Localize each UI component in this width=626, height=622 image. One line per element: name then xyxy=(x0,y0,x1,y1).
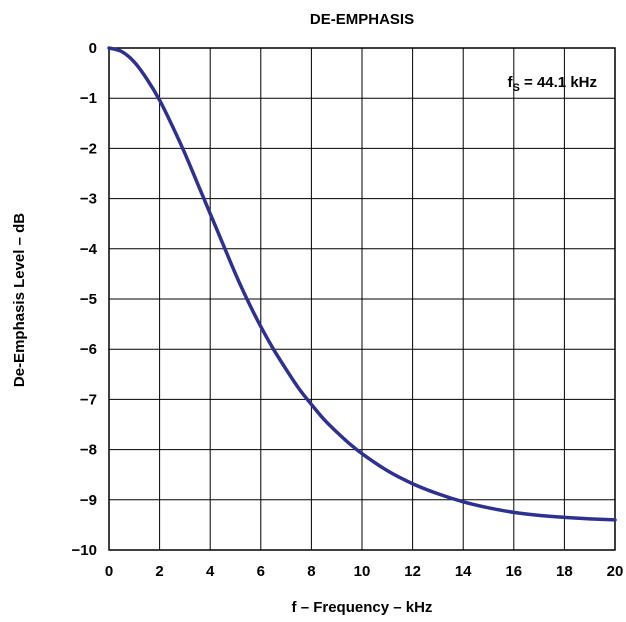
x-tick-label: 16 xyxy=(505,563,522,580)
x-tick-labels: 0 2 4 6 8 10 12 14 16 18 20 xyxy=(105,563,624,580)
y-tick-labels: 0 −1 −2 −3 −4 −5 −6 −7 −8 −9 −10 xyxy=(72,40,98,559)
fs-annotation-subscript: S xyxy=(513,82,520,94)
x-tick-label: 4 xyxy=(206,563,215,580)
plot-frame xyxy=(108,47,616,551)
x-tick-label: 0 xyxy=(105,563,113,580)
y-axis-label: De-Emphasis Level – dB xyxy=(11,213,28,387)
y-tick-label: 0 xyxy=(89,40,97,57)
y-tick-label: −5 xyxy=(80,291,97,308)
x-tick-label: 20 xyxy=(607,563,624,580)
x-tick-label: 10 xyxy=(354,563,371,580)
y-tick-label: −3 xyxy=(80,191,97,208)
y-tick-label: −10 xyxy=(72,542,97,559)
x-tick-label: 18 xyxy=(556,563,573,580)
fs-annotation-suffix: = 44.1 kHz xyxy=(520,74,597,91)
x-tick-label: 14 xyxy=(455,563,472,580)
y-tick-label: −9 xyxy=(80,492,97,509)
fs-annotation-prefix: f xyxy=(508,74,514,91)
y-tick-label: −1 xyxy=(80,90,97,107)
y-tick-label: −2 xyxy=(80,140,97,157)
x-axis-label: f – Frequency – kHz xyxy=(292,599,433,616)
y-tick-label: −4 xyxy=(80,241,98,258)
fs-annotation: fS = 44.1 kHz xyxy=(508,74,597,94)
grid xyxy=(108,47,616,551)
y-tick-label: −8 xyxy=(80,442,97,459)
x-tick-label: 2 xyxy=(155,563,163,580)
de-emphasis-curve xyxy=(107,46,617,522)
chart-title: DE-EMPHASIS xyxy=(310,11,414,28)
x-tick-label: 12 xyxy=(404,563,421,580)
y-tick-label: −6 xyxy=(80,341,97,358)
x-tick-label: 6 xyxy=(257,563,265,580)
x-tick-label: 8 xyxy=(307,563,315,580)
y-tick-label: −7 xyxy=(80,391,97,408)
